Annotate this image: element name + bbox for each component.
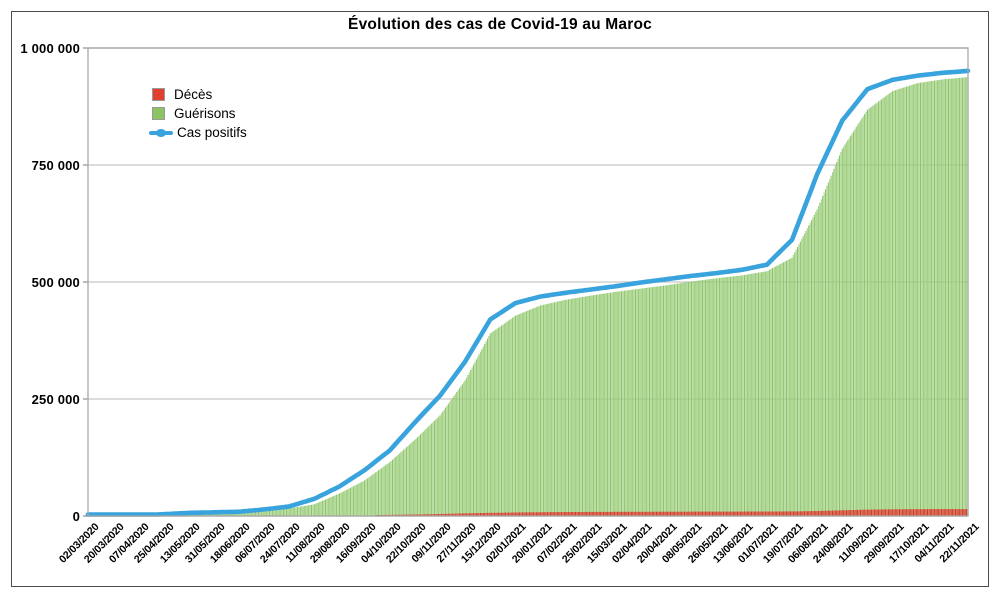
- plot-border: [87, 47, 969, 517]
- deces-swatch-icon: [152, 88, 165, 101]
- chart-title: Évolution des cas de Covid-19 au Maroc: [348, 16, 652, 33]
- y-axis-label: 500 000: [31, 275, 80, 290]
- recoveries-bars: [172, 77, 969, 517]
- cas-positifs-line-marker-icon: [149, 126, 173, 139]
- y-axis-label: 750 000: [31, 158, 80, 173]
- cases-line: [85, 68, 971, 517]
- deaths-bars: [375, 509, 969, 516]
- y-axis-label: 250 000: [31, 392, 80, 407]
- legend-label: Cas positifs: [177, 125, 247, 140]
- guerisons-swatch-icon: [152, 107, 165, 120]
- y-axis-label: 1 000 000: [20, 41, 80, 56]
- legend-item-deces: Décès: [152, 85, 247, 104]
- legend-label: Guérisons: [174, 106, 236, 121]
- legend: Décès Guérisons Cas positifs: [149, 85, 247, 142]
- legend-label: Décès: [174, 87, 213, 102]
- legend-item-guerisons: Guérisons: [152, 104, 247, 123]
- legend-item-cas-positifs: Cas positifs: [149, 123, 247, 142]
- y-axis-label: 0: [72, 509, 80, 524]
